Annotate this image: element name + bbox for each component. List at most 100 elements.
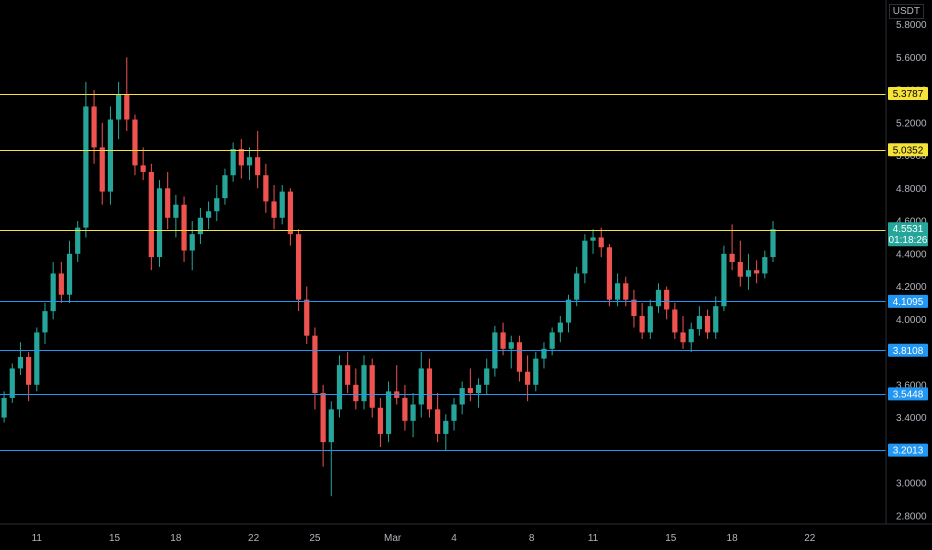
candle — [295, 229, 302, 312]
y-tick-label: 5.2000 — [896, 118, 927, 129]
candle — [696, 306, 702, 336]
support-badge: 3.2013 — [888, 443, 928, 457]
candle — [34, 327, 40, 392]
candle-body — [214, 198, 220, 212]
candle — [704, 309, 711, 339]
candle — [508, 335, 514, 369]
candle — [574, 266, 580, 307]
candle-body — [42, 311, 48, 333]
candle-body — [353, 384, 359, 402]
candle — [598, 227, 604, 258]
support-badge-bg — [888, 343, 928, 357]
candle-body — [116, 94, 122, 120]
y-tick-label: 3.6000 — [896, 380, 927, 391]
candle-body — [729, 253, 735, 262]
resistance-badge-bg — [888, 87, 928, 101]
candle — [745, 253, 752, 290]
candle-body — [377, 407, 383, 434]
time-axis[interactable]: 11 15 18 22 25 Mar 4 8 11 15 18 22 — [32, 533, 816, 544]
candle — [42, 302, 48, 344]
candle — [336, 355, 343, 418]
support-badge-text: 3.8108 — [893, 346, 924, 357]
candle-body — [500, 332, 506, 349]
y-tick-label: 4.0000 — [896, 315, 927, 326]
candle-body — [655, 289, 662, 307]
y-tick-label: 3.4000 — [896, 413, 927, 424]
candle — [148, 163, 154, 271]
candle — [557, 316, 563, 343]
candle-body — [66, 253, 73, 295]
candle — [83, 81, 89, 238]
candle-body — [345, 365, 351, 385]
candle — [263, 163, 269, 213]
x-tick-label: 15 — [665, 533, 677, 544]
candle-body — [533, 358, 539, 385]
candle-body — [312, 335, 318, 393]
candle — [1, 391, 7, 423]
candle-body — [623, 283, 629, 300]
level-lines-group — [0, 94, 886, 451]
last-price-badge-bg — [888, 222, 928, 247]
candle — [614, 273, 621, 307]
candle-body — [320, 393, 326, 443]
candle-body — [696, 316, 702, 330]
candle — [238, 139, 244, 179]
candle — [647, 299, 653, 339]
candle-body — [1, 397, 7, 418]
candle — [91, 90, 97, 164]
candle-body — [459, 388, 465, 405]
candle — [116, 81, 122, 140]
candle — [377, 397, 383, 448]
x-tick-label: Mar — [384, 533, 402, 544]
candle-body — [557, 322, 563, 333]
candle-body — [410, 404, 416, 421]
candle — [361, 355, 367, 410]
candle-body — [549, 332, 555, 349]
candle-body — [745, 270, 752, 277]
candle-body — [451, 404, 457, 421]
candle-body — [402, 397, 408, 421]
candle-body — [328, 409, 334, 443]
candle — [312, 327, 318, 410]
candle — [525, 355, 531, 402]
candle — [549, 327, 555, 356]
candle — [9, 363, 15, 403]
candle — [459, 381, 465, 415]
candle — [484, 358, 490, 395]
candle-body — [255, 157, 261, 176]
candle — [533, 352, 539, 392]
candle — [369, 358, 375, 418]
candle-body — [639, 316, 645, 333]
candle — [271, 185, 277, 230]
candle — [418, 352, 424, 418]
candle-body — [222, 175, 228, 199]
candle-body — [582, 240, 588, 274]
candle-body — [99, 147, 105, 192]
candle — [541, 342, 547, 369]
candle — [516, 335, 523, 382]
candle — [26, 352, 32, 402]
candle — [17, 342, 24, 375]
candle — [631, 289, 637, 328]
candle-body — [271, 201, 277, 218]
resistance-badge-text: 5.3787 — [893, 89, 924, 100]
candle — [394, 365, 400, 405]
candle — [50, 262, 56, 320]
candle — [230, 142, 236, 182]
candle-body — [385, 391, 392, 434]
candle-body — [426, 368, 433, 410]
candle — [205, 201, 212, 230]
candle-body — [34, 332, 40, 385]
candle-body — [279, 191, 285, 218]
x-tick-label: 11 — [588, 533, 599, 544]
candle-body — [443, 420, 449, 434]
candle-body — [124, 94, 130, 120]
candle-body — [704, 316, 711, 333]
candle — [156, 180, 163, 267]
candle — [132, 114, 138, 176]
candle-body — [467, 388, 473, 393]
candle — [737, 240, 743, 287]
candle — [320, 384, 326, 467]
